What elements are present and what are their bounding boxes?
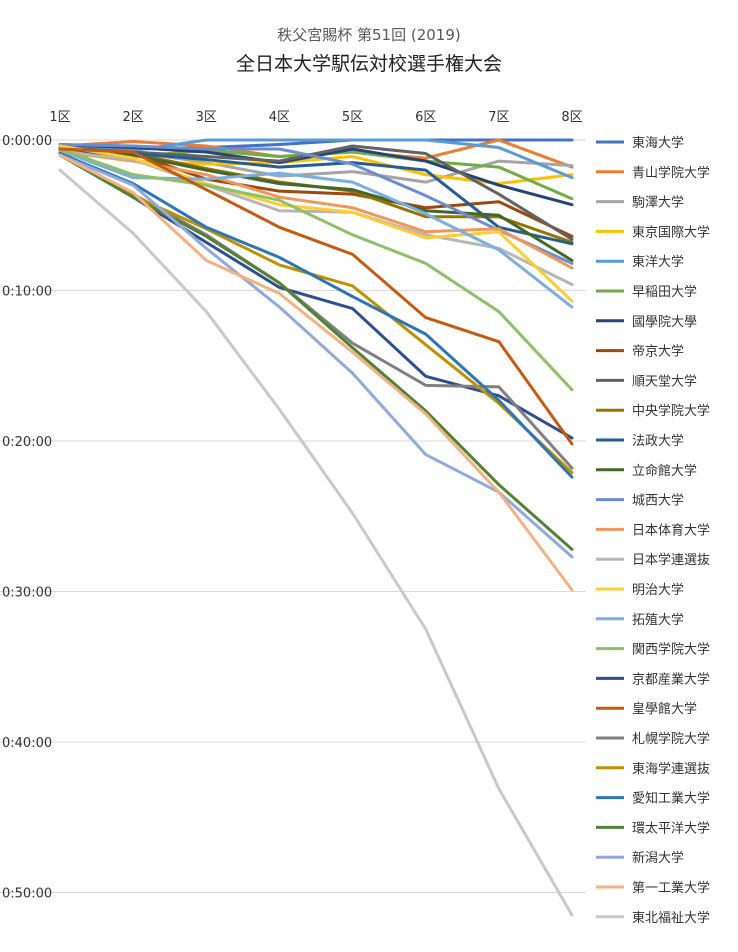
legend-label: 新潟大学 xyxy=(632,850,684,866)
legend-label: 中央学院大学 xyxy=(632,403,710,419)
series-line xyxy=(58,147,574,392)
legend-label: 皇學館大学 xyxy=(632,701,697,717)
legend-label: 第一工業大学 xyxy=(632,880,710,896)
legend-label: 札幌学院大学 xyxy=(632,731,710,747)
y-tick-label: 0:20:00 xyxy=(2,435,52,450)
legend-label: 帝京大学 xyxy=(632,344,684,360)
legend-label: 東京国際大学 xyxy=(632,224,710,240)
gridlines xyxy=(0,139,586,893)
chart-subtitle: 全日本大学駅伝対校選手権大会 xyxy=(236,53,502,75)
legend: 東海大学青山学院大学駒澤大学東京国際大学東洋大学早稲田大学國學院大學帝京大学順天… xyxy=(596,135,710,926)
legend-label: 順天堂大学 xyxy=(632,373,697,389)
legend-label: 日本体育大学 xyxy=(632,522,710,538)
series-line xyxy=(58,147,574,446)
series-line xyxy=(58,168,574,917)
series-line xyxy=(58,144,574,241)
x-tick-label: 2区 xyxy=(123,110,144,125)
series-line xyxy=(58,153,574,592)
legend-label: 明治大学 xyxy=(632,582,684,598)
legend-label: 法政大学 xyxy=(632,433,684,449)
series-line xyxy=(58,143,574,265)
legend-label: 関西学院大学 xyxy=(632,642,710,658)
series-line xyxy=(58,153,574,559)
legend-label: 早稲田大学 xyxy=(632,284,697,300)
legend-label: 東海大学 xyxy=(632,135,684,151)
legend-label: 京都産業大学 xyxy=(632,671,710,687)
x-tick-label: 1区 xyxy=(49,110,70,125)
x-tick-label: 8区 xyxy=(561,110,582,125)
x-tick-label: 6区 xyxy=(415,110,436,125)
legend-label: 拓殖大学 xyxy=(632,612,684,628)
x-tick-label: 3区 xyxy=(196,110,217,125)
legend-label: 愛知工業大学 xyxy=(632,791,710,807)
series-line xyxy=(58,144,574,303)
series-line xyxy=(58,152,574,479)
legend-label: 駒澤大学 xyxy=(632,195,684,211)
x-tick-label: 7区 xyxy=(488,110,509,125)
x-tick-label: 4区 xyxy=(269,110,290,125)
legend-label: 國學院大學 xyxy=(632,315,697,330)
legend-label: 日本学連選抜 xyxy=(632,552,710,568)
legend-label: 青山学院大学 xyxy=(632,165,710,181)
legend-label: 東海学連選抜 xyxy=(632,761,710,777)
legend-label: 立命館大学 xyxy=(632,463,697,479)
series-lines xyxy=(58,138,574,917)
y-tick-label: 0:10:00 xyxy=(2,285,52,300)
series-line xyxy=(58,150,574,246)
legend-label: 城西大学 xyxy=(632,493,684,509)
y-axis-ticks: 0:00:00 0:10:00 0:20:00 0:30:00 0:40:00 0:50:… xyxy=(2,134,52,902)
y-tick-label: 0:30:00 xyxy=(2,586,52,601)
y-tick-label: 0:50:00 xyxy=(2,887,52,902)
chart-title: 秩父宮賜杯 第51回 (2019) xyxy=(277,26,461,44)
x-tick-label: 5区 xyxy=(342,110,363,125)
x-axis-ticks: 1区 2区 3区 4区 5区 6区 7区 8区 xyxy=(49,110,582,125)
legend-label: 東洋大学 xyxy=(632,254,684,270)
legend-label: 東北福祉大学 xyxy=(632,910,710,926)
legend-label: 環太平洋大学 xyxy=(632,820,710,836)
y-tick-label: 0:40:00 xyxy=(2,736,52,751)
y-tick-label: 0:00:00 xyxy=(2,134,52,149)
